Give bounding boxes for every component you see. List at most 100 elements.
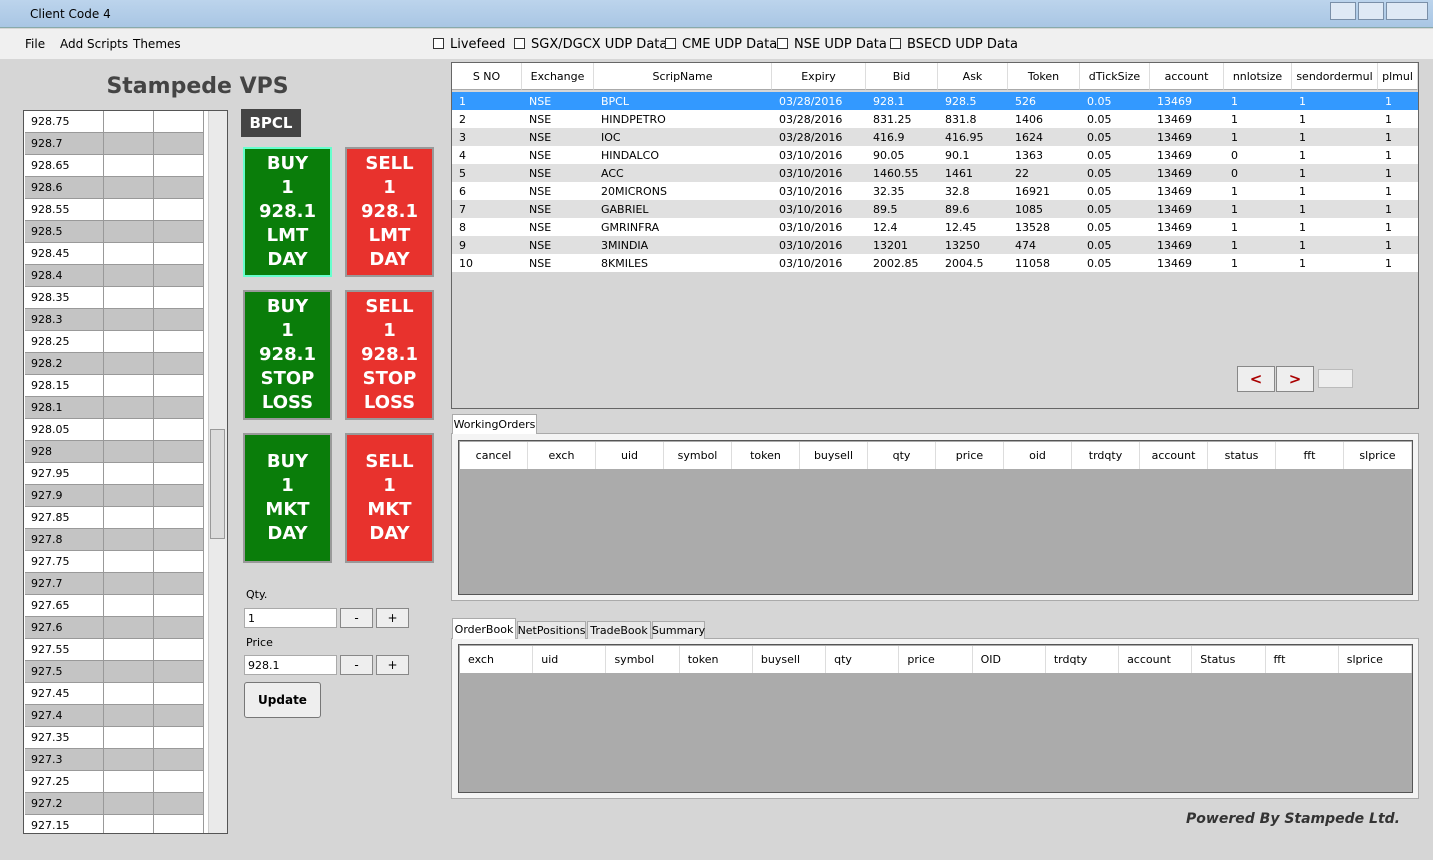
grid-cell[interactable]: 8KMILES [601,256,649,270]
grid-cell[interactable]: 1 [1385,238,1392,252]
grid-cell[interactable]: 1 [1231,130,1238,144]
column-header[interactable]: account [1140,442,1208,469]
ladder-price[interactable]: 928.15 [25,375,104,397]
grid-cell[interactable]: 1 [1231,94,1238,108]
grid-cell[interactable]: 0 [1231,166,1238,180]
column-header[interactable]: Expiry [772,63,866,90]
ladder-cell[interactable] [154,815,204,833]
ladder-cell[interactable] [104,243,154,265]
grid-cell[interactable]: 416.95 [945,130,984,144]
column-header[interactable]: cancel [460,442,528,469]
grid-cell[interactable]: 7 [459,202,466,216]
checkbox-box[interactable] [777,38,788,49]
checkbox-box[interactable] [665,38,676,49]
column-header[interactable]: Exchange [522,63,594,90]
ladder-cell[interactable] [154,375,204,397]
order-button[interactable]: SELL 1 928.1 STOP LOSS [345,290,434,420]
menu-item[interactable]: Add Scripts [60,37,129,51]
ladder-cell[interactable] [154,749,204,771]
grid-cell[interactable]: 928.1 [873,94,905,108]
grid-cell[interactable]: 16921 [1015,184,1050,198]
ladder-cell[interactable] [104,661,154,683]
ladder-cell[interactable] [104,551,154,573]
ladder-price[interactable]: 928.6 [25,177,104,199]
grid-cell[interactable]: 03/28/2016 [779,112,843,126]
ladder-cell[interactable] [104,441,154,463]
checkbox-label[interactable]: Livefeed [450,36,506,52]
grid-cell[interactable]: 13250 [945,238,980,252]
grid-cell[interactable]: 474 [1015,238,1036,252]
grid-cell[interactable]: 1 [1385,166,1392,180]
ladder-cell[interactable] [104,265,154,287]
ladder-cell[interactable] [104,771,154,793]
ladder-price[interactable]: 927.15 [25,815,104,833]
ladder-cell[interactable] [104,177,154,199]
grid-cell[interactable]: 1461 [945,166,973,180]
ladder-cell[interactable] [104,463,154,485]
update-button[interactable]: Update [244,682,321,718]
menu-item[interactable]: Themes [133,37,181,51]
column-header[interactable]: status [1208,442,1276,469]
grid-row[interactable] [452,218,1418,236]
checkbox-label[interactable]: CME UDP Data [682,36,778,52]
grid-cell[interactable]: 1624 [1015,130,1043,144]
grid-cell[interactable]: 13469 [1157,130,1192,144]
grid-cell[interactable]: GMRINFRA [601,220,660,234]
ladder-price[interactable]: 927.4 [25,705,104,727]
ladder-cell[interactable] [154,441,204,463]
ladder-cell[interactable] [104,705,154,727]
column-header[interactable]: exch [528,442,596,469]
grid-cell[interactable]: 2002.85 [873,256,919,270]
ladder-cell[interactable] [154,309,204,331]
grid-cell[interactable]: 831.25 [873,112,912,126]
grid-cell[interactable]: 12.4 [873,220,898,234]
grid-cell[interactable]: 03/28/2016 [779,94,843,108]
ladder-cell[interactable] [104,683,154,705]
grid-cell[interactable]: BPCL [601,94,629,108]
grid-cell[interactable]: 6 [459,184,466,198]
grid-row[interactable] [452,236,1418,254]
text-input[interactable]: 928.1 [244,655,337,675]
ladder-cell[interactable] [154,265,204,287]
ladder-cell[interactable] [104,397,154,419]
ladder-price[interactable]: 927.25 [25,771,104,793]
plus-button[interactable]: + [376,655,409,675]
tab[interactable]: TradeBook [587,621,651,639]
ladder-price[interactable]: 928 [25,441,104,463]
grid-cell[interactable]: 13528 [1015,220,1050,234]
grid-cell[interactable]: 1 [1231,256,1238,270]
grid-cell[interactable]: 3 [459,130,466,144]
grid-cell[interactable]: 13469 [1157,148,1192,162]
ladder-cell[interactable] [154,463,204,485]
grid-cell[interactable]: HINDALCO [601,148,660,162]
grid-cell[interactable]: 03/10/2016 [779,220,843,234]
grid-cell[interactable]: 1 [1231,184,1238,198]
ladder-cell[interactable] [154,133,204,155]
column-header[interactable]: account [1150,63,1224,90]
ladder-cell[interactable] [104,155,154,177]
column-header[interactable]: exch [460,646,534,673]
grid-cell[interactable]: 0.05 [1087,166,1112,180]
grid-row[interactable] [452,92,1418,110]
grid-cell[interactable]: 0.05 [1087,238,1112,252]
grid-row[interactable] [452,254,1418,272]
grid-cell[interactable]: 1 [1299,112,1306,126]
ladder-cell[interactable] [154,155,204,177]
grid-cell[interactable]: 03/10/2016 [779,256,843,270]
grid-cell[interactable]: 1 [1299,238,1306,252]
grid-cell[interactable]: 12.45 [945,220,977,234]
grid-cell[interactable]: 1 [1385,220,1392,234]
ladder-price[interactable]: 927.95 [25,463,104,485]
grid-cell[interactable]: 1 [1385,130,1392,144]
grid-cell[interactable]: 32.35 [873,184,905,198]
grid-cell[interactable]: 1 [1385,202,1392,216]
grid-cell[interactable]: 03/10/2016 [779,166,843,180]
grid-cell[interactable]: ACC [601,166,624,180]
ladder-cell[interactable] [154,397,204,419]
ladder-cell[interactable] [154,727,204,749]
grid-cell[interactable]: 4 [459,148,466,162]
grid-cell[interactable]: 89.5 [873,202,898,216]
grid-cell[interactable]: 0.05 [1087,202,1112,216]
grid-cell[interactable]: 1 [1231,202,1238,216]
ladder-price[interactable]: 927.8 [25,529,104,551]
